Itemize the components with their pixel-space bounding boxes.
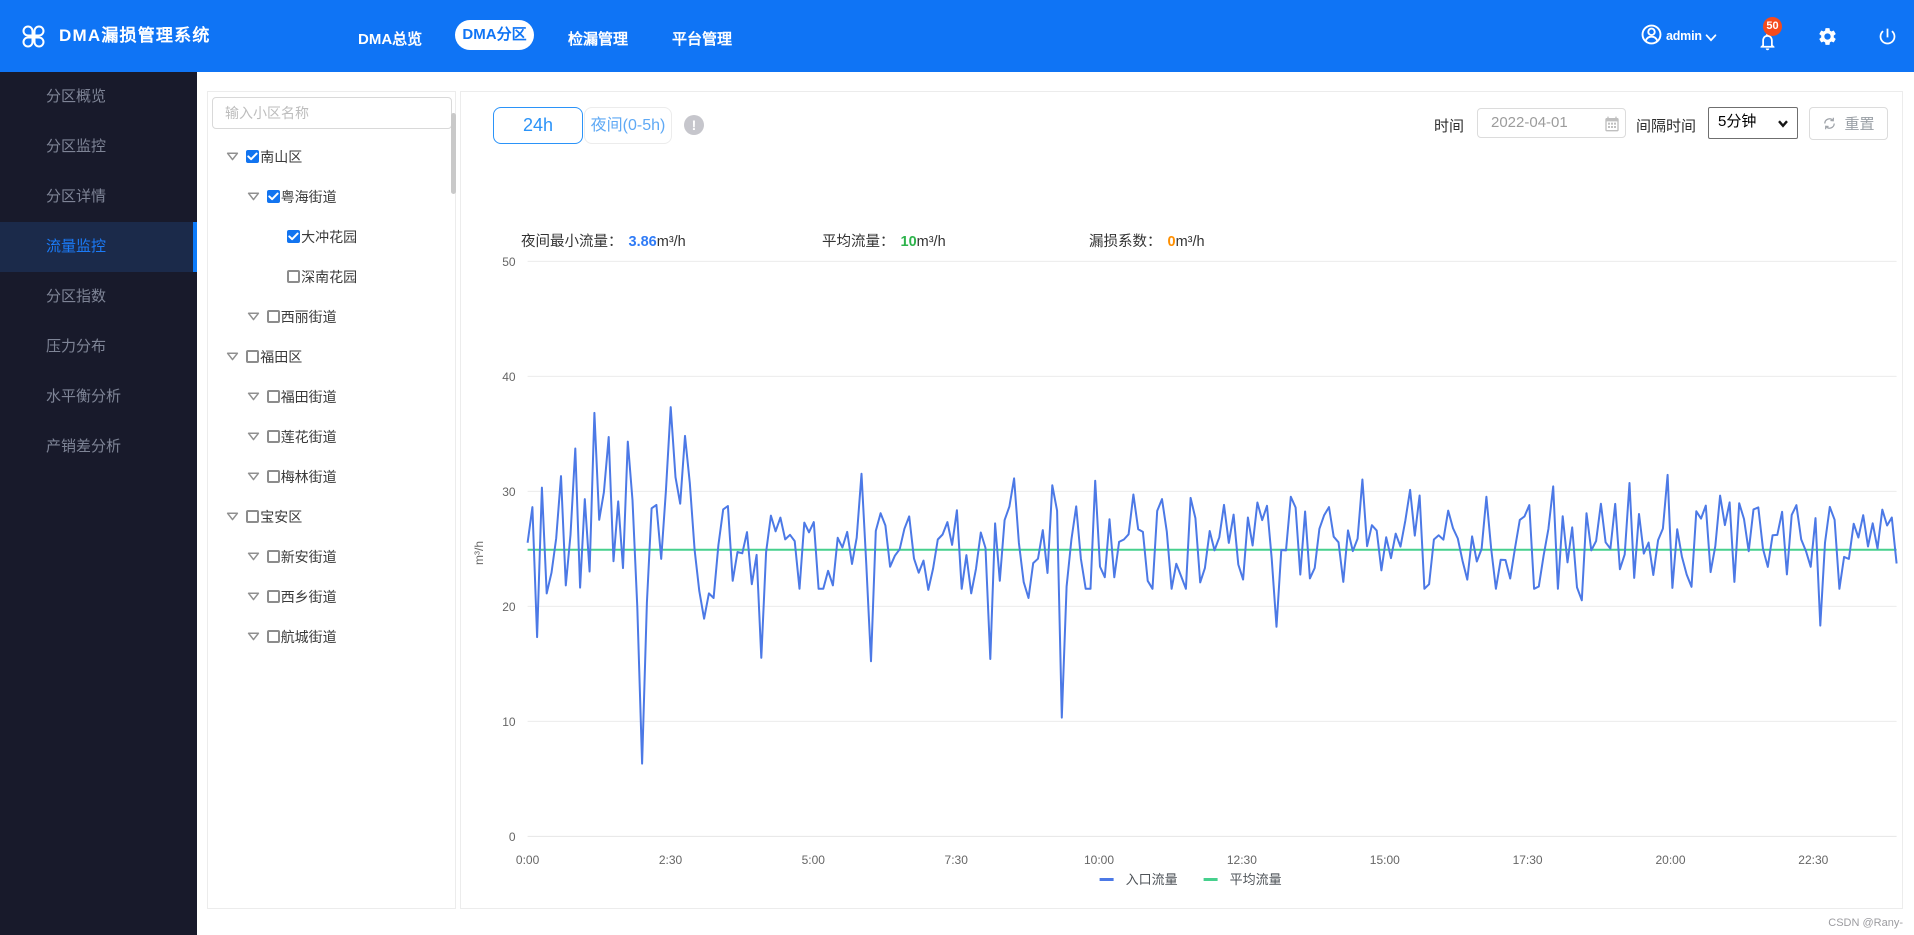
svg-text:15:00: 15:00	[1370, 853, 1400, 867]
svg-text:12:30: 12:30	[1227, 853, 1257, 867]
svg-text:2:30: 2:30	[659, 853, 683, 867]
svg-text:0:00: 0:00	[516, 853, 540, 867]
svg-text:入口流量: 入口流量	[1126, 872, 1178, 887]
svg-text:平均流量: 平均流量	[1230, 872, 1282, 887]
svg-text:20: 20	[502, 600, 516, 614]
svg-text:22:30: 22:30	[1798, 853, 1828, 867]
svg-text:40: 40	[502, 370, 516, 384]
svg-text:5:00: 5:00	[802, 853, 826, 867]
svg-text:17:30: 17:30	[1513, 853, 1543, 867]
svg-text:7:30: 7:30	[945, 853, 969, 867]
svg-text:30: 30	[502, 485, 516, 499]
svg-text:10:00: 10:00	[1084, 853, 1114, 867]
svg-text:m³/h: m³/h	[472, 541, 486, 565]
svg-text:10: 10	[502, 715, 516, 729]
svg-text:50: 50	[502, 255, 516, 269]
svg-text:20:00: 20:00	[1655, 853, 1685, 867]
svg-text:0: 0	[509, 830, 516, 844]
